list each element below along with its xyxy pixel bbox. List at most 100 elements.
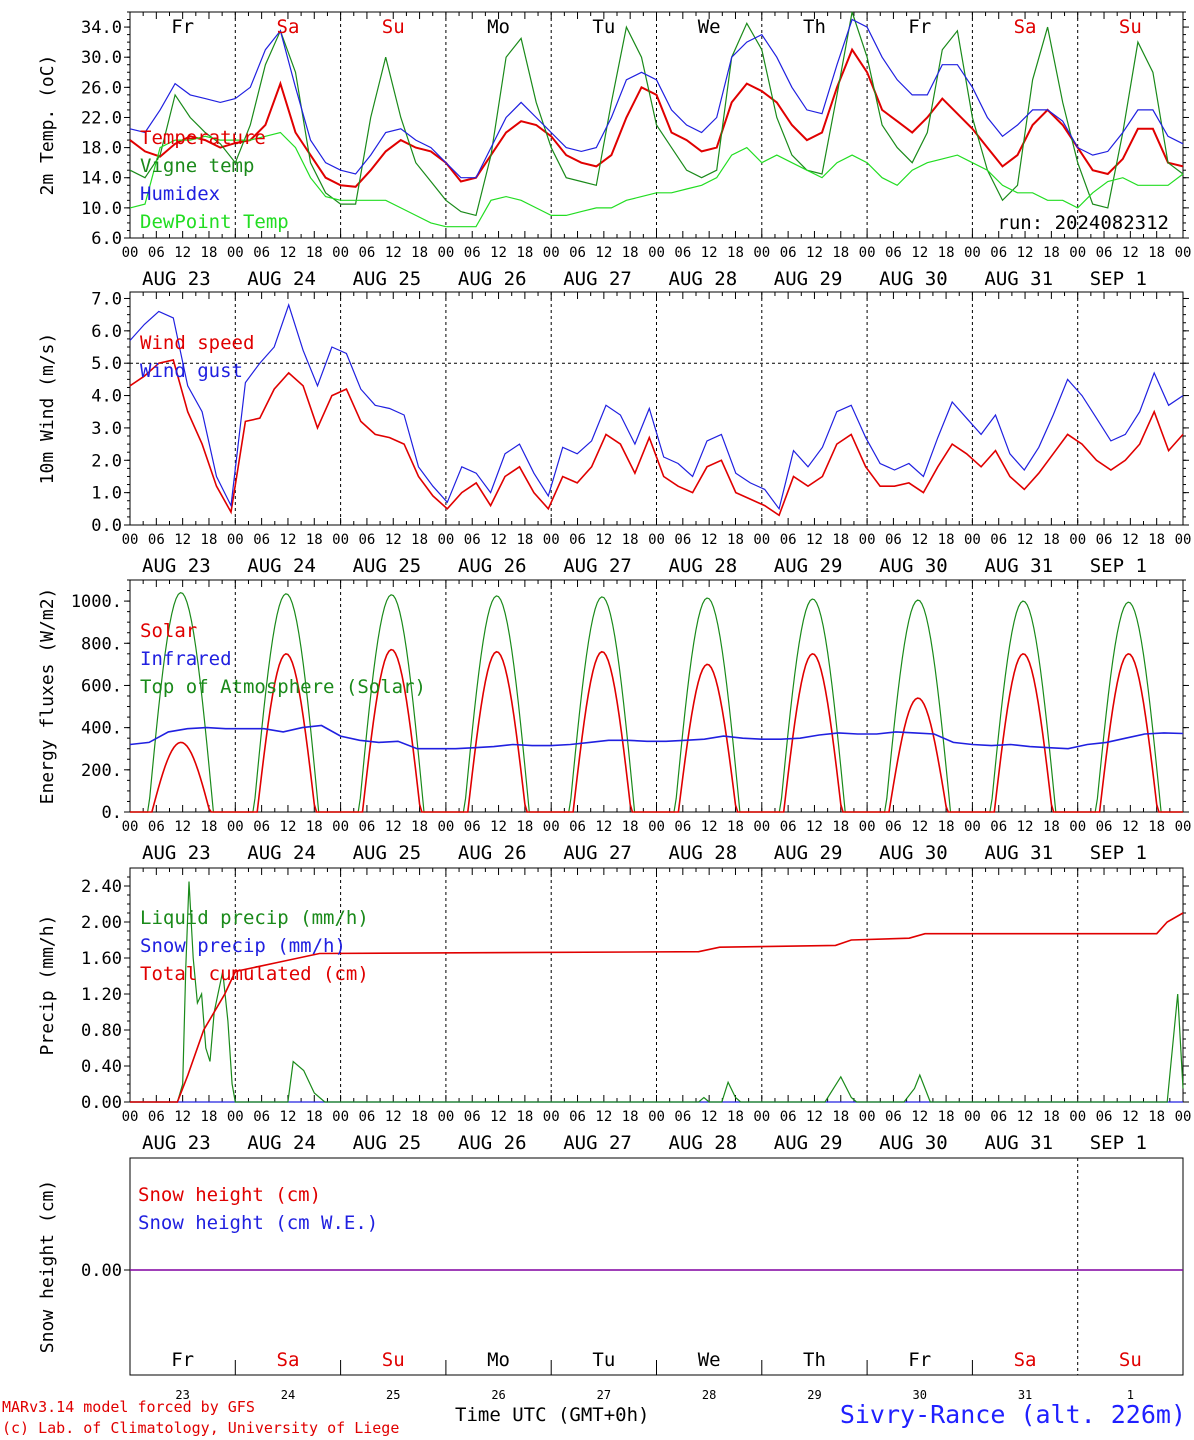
hour-tick-label: 12 (385, 819, 402, 835)
hour-tick-label: 00 (859, 532, 876, 548)
hour-tick-label: 18 (1043, 1109, 1060, 1125)
hour-tick-label: 06 (148, 245, 165, 261)
hour-tick-label: 18 (201, 1109, 218, 1125)
y-tick-label: 0.40 (81, 1057, 122, 1077)
hour-tick-label: 18 (832, 1109, 849, 1125)
y-tick-label: 1.20 (81, 985, 122, 1005)
hour-tick-label: 06 (569, 532, 586, 548)
hour-tick-label: 06 (885, 245, 902, 261)
wind-series-line-1 (129, 302, 1184, 511)
hour-tick-label: 12 (701, 819, 718, 835)
weekday-label: Mo (487, 1349, 510, 1371)
hour-tick-label: 12 (595, 532, 612, 548)
hour-tick-label: 06 (148, 819, 165, 835)
day-label: SEP 1 (1090, 268, 1147, 290)
day-label: AUG 28 (669, 555, 738, 577)
day-label: AUG 29 (774, 268, 843, 290)
weekday-label: Su (1119, 16, 1142, 38)
hour-tick-label: 12 (385, 245, 402, 261)
hour-tick-label: 06 (569, 819, 586, 835)
lab-credit: (c) Lab. of Climatology, University of L… (2, 1419, 400, 1437)
day-label: AUG 23 (142, 268, 211, 290)
day-label: AUG 25 (353, 555, 422, 577)
day-number-label: 24 (281, 1388, 295, 1402)
day-label: AUG 31 (984, 1132, 1053, 1154)
hour-tick-label: 00 (332, 245, 349, 261)
hour-tick-label: 18 (622, 1109, 639, 1125)
y-tick-label: 22.0 (81, 108, 122, 128)
hour-tick-label: 18 (1148, 1109, 1165, 1125)
day-label: SEP 1 (1090, 1132, 1147, 1154)
run-annotation: run: 2024082312 (997, 212, 1169, 234)
hour-tick-label: 18 (1043, 819, 1060, 835)
hour-tick-label: 06 (253, 245, 270, 261)
hour-tick-label: 18 (201, 819, 218, 835)
temp-y-axis-label: 2m Temp. (oC) (37, 55, 58, 196)
weekday-label: We (698, 1349, 721, 1371)
precip-legend-1: Snow precip (mm/h) (140, 935, 346, 957)
hour-tick-label: 18 (201, 532, 218, 548)
weekday-label: Sa (277, 1349, 300, 1371)
day-label: AUG 23 (142, 1132, 211, 1154)
hour-tick-label: 06 (990, 819, 1007, 835)
weekday-label: Tu (592, 16, 615, 38)
y-tick-label: 30.0 (81, 48, 122, 68)
hour-tick-label: 06 (464, 1109, 481, 1125)
hour-tick-label: 18 (832, 245, 849, 261)
hour-tick-label: 06 (358, 532, 375, 548)
hour-tick-label: 12 (701, 532, 718, 548)
hour-tick-label: 12 (385, 1109, 402, 1125)
model-credit: MARv3.14 model forced by GFS (2, 1398, 255, 1416)
hour-tick-label: 12 (595, 245, 612, 261)
hour-tick-label: 12 (1017, 245, 1034, 261)
hour-tick-label: 00 (437, 532, 454, 548)
hour-tick-label: 06 (780, 245, 797, 261)
y-tick-label: 14.0 (81, 169, 122, 189)
weekday-label: Sa (1014, 1349, 1037, 1371)
hour-tick-label: 18 (411, 245, 428, 261)
y-tick-label: 4.0 (91, 387, 122, 407)
hour-tick-label: 06 (253, 819, 270, 835)
temp-legend-0: Temperature (140, 127, 266, 149)
day-label: AUG 28 (669, 842, 738, 864)
hour-tick-label: 00 (1069, 245, 1086, 261)
day-label: AUG 27 (563, 842, 632, 864)
hour-tick-label: 06 (780, 819, 797, 835)
y-tick-label: 10.0 (81, 199, 122, 219)
hour-tick-label: 18 (1043, 245, 1060, 261)
precip-series-line-total (130, 912, 1184, 1103)
hour-tick-label: 00 (122, 819, 139, 835)
day-label: AUG 24 (247, 268, 316, 290)
hour-tick-label: 12 (701, 1109, 718, 1125)
hour-tick-label: 06 (990, 1109, 1007, 1125)
hour-tick-label: 06 (148, 1109, 165, 1125)
y-tick-label: 2.0 (91, 451, 122, 471)
hour-tick-label: 06 (990, 245, 1007, 261)
hour-tick-label: 06 (885, 1109, 902, 1125)
y-tick-label: 6.0 (91, 322, 122, 342)
hour-tick-label: 00 (964, 1109, 981, 1125)
hour-tick-label: 00 (1069, 532, 1086, 548)
precip-legend-0: Liquid precip (mm/h) (140, 907, 369, 929)
weekday-label: Fr (908, 1349, 931, 1371)
hour-tick-label: 12 (595, 1109, 612, 1125)
hour-tick-label: 18 (306, 532, 323, 548)
hour-tick-label: 12 (911, 819, 928, 835)
hour-tick-label: 12 (280, 1109, 297, 1125)
hour-tick-label: 12 (911, 532, 928, 548)
wind-y-axis-label: 10m Wind (m/s) (37, 333, 58, 485)
hour-tick-label: 00 (122, 532, 139, 548)
hour-tick-label: 00 (543, 819, 560, 835)
hour-tick-label: 00 (332, 532, 349, 548)
weekday-label: Th (803, 16, 826, 38)
hour-tick-label: 06 (780, 532, 797, 548)
day-label: AUG 24 (247, 842, 316, 864)
hour-tick-label: 06 (1096, 1109, 1113, 1125)
temp-legend-1: Vigne temp (140, 155, 254, 177)
y-tick-label: 2.40 (81, 877, 122, 897)
day-number-label: 23 (175, 1388, 189, 1402)
y-tick-label: 1.60 (81, 949, 122, 969)
day-label: AUG 26 (458, 555, 527, 577)
day-label: AUG 28 (669, 1132, 738, 1154)
